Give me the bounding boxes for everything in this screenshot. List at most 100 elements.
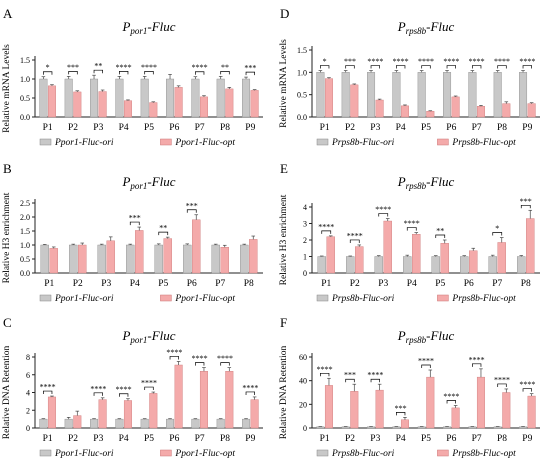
significance-bracket bbox=[195, 71, 205, 75]
significance-label: *** bbox=[344, 57, 356, 66]
x-tick-label: P7 bbox=[195, 434, 205, 444]
bar-opt bbox=[476, 376, 485, 429]
significance-bracket bbox=[169, 356, 179, 360]
bar-ori bbox=[39, 418, 48, 429]
bar-ori bbox=[317, 256, 326, 274]
significance-label: *** bbox=[67, 63, 79, 72]
significance-label: **** bbox=[166, 348, 182, 357]
significance-label: **** bbox=[347, 231, 363, 240]
significance-label: **** bbox=[40, 383, 56, 392]
significance-bracket bbox=[345, 65, 355, 69]
panel-d: D Prps8b-Fluc 0.0 0.5 1.0 1.5 Relative mRNA Le… bbox=[279, 6, 540, 148]
legend-swatch-ori bbox=[316, 138, 329, 146]
title-subscript: rps8b bbox=[406, 335, 427, 345]
significance-label: *** bbox=[395, 404, 407, 413]
panel-e: E Prps8b-Fluc 0 1 2 3 4 Relative H3 enrichment P… bbox=[279, 161, 540, 304]
significance-bracket bbox=[396, 65, 406, 69]
y-tick-label: 1.0 bbox=[297, 68, 307, 77]
legend: Prps8b-Fluc-ori Prps8b-Fluc-opt bbox=[316, 294, 516, 304]
y-tick-label: 1.0 bbox=[20, 75, 30, 84]
significance-label: **** bbox=[367, 371, 383, 380]
panel-letter: B bbox=[3, 161, 12, 176]
x-tick-label: P7 bbox=[472, 123, 482, 133]
significance-label: **** bbox=[367, 57, 383, 66]
significance-bracket bbox=[129, 221, 140, 226]
bar-opt bbox=[355, 246, 364, 274]
bar-ori bbox=[216, 418, 225, 429]
significance-bracket bbox=[119, 393, 129, 397]
legend-label-opt: Ppor1-Fluc-opt bbox=[174, 138, 235, 148]
bar-ori bbox=[443, 426, 452, 429]
x-tick-label: P9 bbox=[522, 434, 532, 444]
title-main: P bbox=[397, 328, 406, 343]
legend-label-opt: Prps8b-Fluc-opt bbox=[451, 138, 516, 148]
title-tail: -Fluc bbox=[426, 174, 454, 189]
bar-opt bbox=[135, 230, 144, 274]
x-tick-label: P7 bbox=[492, 279, 502, 289]
x-tick-label: P8 bbox=[497, 434, 507, 444]
y-tick-label: 60 bbox=[299, 353, 307, 362]
significance-bracket bbox=[349, 239, 360, 243]
bar-ori bbox=[39, 78, 48, 118]
significance-label: **** bbox=[443, 392, 459, 401]
y-tick-label: 0 bbox=[303, 269, 307, 278]
bar-ori bbox=[517, 256, 526, 274]
legend-swatch-opt bbox=[160, 138, 172, 146]
significance-bracket bbox=[472, 65, 482, 69]
bar-opt bbox=[192, 219, 201, 274]
panel-letter: A bbox=[3, 6, 13, 21]
title-subscript: rps8b bbox=[406, 181, 427, 191]
significance-bracket bbox=[406, 227, 417, 231]
bar-opt bbox=[78, 244, 87, 274]
x-tick-label: P6 bbox=[169, 434, 179, 444]
bar-ori bbox=[493, 72, 502, 118]
y-tick-label: 1.5 bbox=[20, 56, 30, 65]
significance-label: **** bbox=[375, 205, 391, 214]
x-tick-label: P8 bbox=[220, 434, 230, 444]
x-tick-label: P5 bbox=[144, 123, 154, 133]
significance-bracket bbox=[220, 362, 230, 366]
significance-label: **** bbox=[192, 354, 208, 363]
bar-ori bbox=[115, 418, 124, 429]
x-tick-label: P6 bbox=[187, 279, 197, 289]
y-axis-label: Relative mRNA Levels bbox=[2, 44, 12, 133]
bar-ori bbox=[166, 418, 175, 429]
significance-bracket bbox=[320, 65, 330, 69]
bar-opt bbox=[98, 91, 107, 118]
significance-label: **** bbox=[242, 383, 258, 392]
x-tick-label: P7 bbox=[472, 434, 482, 444]
x-tick-label: P5 bbox=[435, 279, 445, 289]
bar-ori bbox=[242, 78, 251, 118]
x-tick-label: P2 bbox=[68, 434, 78, 444]
bar-opt bbox=[123, 100, 132, 118]
bar-opt bbox=[400, 419, 409, 429]
significance-bracket bbox=[497, 65, 507, 69]
bar-opt bbox=[350, 391, 359, 429]
title-subscript: rps8b bbox=[406, 26, 427, 36]
bar-ori bbox=[154, 244, 163, 274]
significance-bracket bbox=[195, 362, 205, 366]
bar-ori bbox=[519, 72, 528, 118]
legend-label-ori: Ppor1-Fluc-ori bbox=[54, 138, 114, 148]
bar-ori bbox=[126, 244, 135, 274]
significance-label: **** bbox=[116, 385, 132, 394]
significance-label: **** bbox=[494, 375, 510, 384]
x-tick-label: P1 bbox=[321, 279, 331, 289]
bar-ori bbox=[191, 78, 200, 118]
bar-opt bbox=[324, 78, 333, 118]
x-tick-label: P1 bbox=[320, 123, 330, 133]
significance-bracket bbox=[345, 378, 355, 383]
bar-opt bbox=[451, 96, 460, 118]
y-tick-label: 40 bbox=[299, 377, 307, 386]
x-tick-label: P4 bbox=[130, 279, 140, 289]
significance-label: **** bbox=[318, 222, 334, 231]
y-tick-label: 1.0 bbox=[20, 241, 30, 250]
title-subscript: por1 bbox=[129, 181, 147, 191]
legend-label-ori: Ppor1-Fluc-ori bbox=[54, 294, 114, 304]
title-tail: -Fluc bbox=[426, 328, 454, 343]
bar-ori bbox=[392, 426, 401, 429]
legend-swatch-ori bbox=[39, 294, 52, 302]
bar-ori bbox=[90, 78, 99, 118]
bar-opt bbox=[98, 399, 107, 429]
